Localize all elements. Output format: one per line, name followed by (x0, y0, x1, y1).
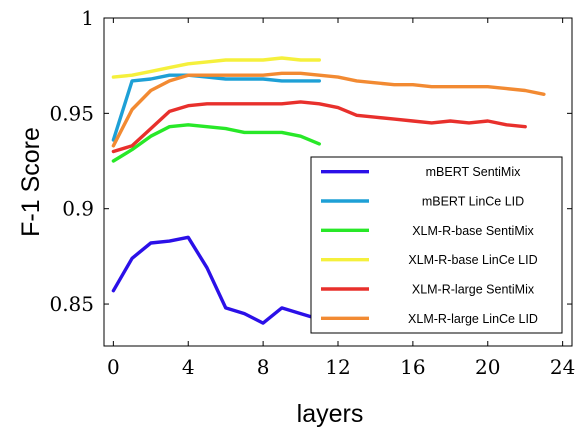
legend-label: XLM-R-base SentiMix (412, 224, 534, 238)
legend-label: mBERT LinCe LID (422, 195, 524, 209)
legend-label: mBERT SentiMix (426, 165, 521, 179)
legend: mBERT SentiMix mBERT LinCe LID XLM-R-base … (310, 156, 563, 334)
series-line-xlm-r-base-sentimix (111, 123, 321, 163)
legend-label: XLM-R-base LinCe LID (408, 253, 537, 267)
x-tick-label: 4 (182, 355, 195, 379)
series-layer (111, 56, 546, 325)
legend-label: XLM-R-large LinCe LID (408, 312, 538, 326)
series-line-xlm-r-base-lince-lid (111, 56, 321, 79)
y-tick-label: 1 (81, 6, 94, 30)
x-tick-label: 24 (550, 355, 575, 379)
y-tick-label: 0.9 (62, 197, 94, 221)
x-tick-label: 8 (257, 355, 270, 379)
series-line-mbert-lince-lid (111, 73, 321, 142)
y-tick-label: 0.95 (49, 101, 94, 125)
x-tick-label: 20 (475, 355, 500, 379)
y-tick-label: 0.85 (49, 292, 94, 316)
x-tick-label: 16 (400, 355, 425, 379)
series-line-xlm-r-large-sentimix (111, 100, 527, 154)
x-tick-label: 0 (107, 355, 120, 379)
series-line-xlm-r-large-lince-lid (111, 71, 546, 148)
ticks-layer: 0 4 8 12 16 20 24 0.85 0.9 0.95 1 (49, 6, 575, 379)
legend-box (310, 156, 563, 334)
x-axis-label: layers (297, 400, 364, 428)
x-tick-label: 12 (325, 355, 350, 379)
y-axis-label: F-1 Score (17, 127, 45, 237)
series-line-mbert-sentimix (111, 235, 321, 325)
legend-label: XLM-R-large SentiMix (412, 283, 535, 297)
